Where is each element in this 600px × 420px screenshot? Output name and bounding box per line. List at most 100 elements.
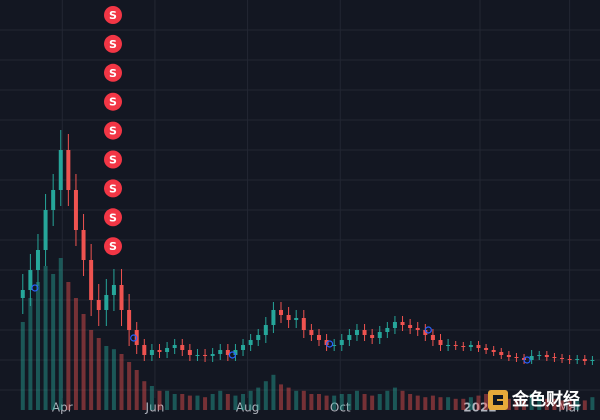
candle-body bbox=[89, 260, 94, 300]
candle-body bbox=[301, 318, 306, 330]
x-tick-label: Oct bbox=[330, 401, 351, 415]
volume-bar bbox=[415, 395, 420, 410]
volume-bar bbox=[96, 338, 101, 410]
candle-body bbox=[514, 357, 519, 358]
volume-bar bbox=[484, 394, 489, 410]
volume-bar bbox=[58, 258, 63, 410]
signal-label: S bbox=[109, 9, 117, 22]
volume-bar bbox=[522, 400, 527, 410]
candle-body bbox=[529, 356, 534, 360]
volume-bar bbox=[187, 395, 192, 410]
candle-body bbox=[370, 335, 375, 338]
volume-bar bbox=[142, 381, 147, 410]
candle-body bbox=[567, 359, 572, 360]
marker bbox=[228, 351, 237, 359]
marker bbox=[523, 356, 531, 364]
volume-bar bbox=[324, 395, 329, 410]
signal-badge bbox=[104, 6, 122, 24]
candle-body bbox=[544, 355, 549, 357]
volume-bar bbox=[347, 394, 352, 410]
x-tick-label: Mar bbox=[558, 401, 581, 415]
volume-bar bbox=[590, 397, 595, 410]
candle-body bbox=[461, 346, 466, 347]
candle-body bbox=[362, 330, 367, 335]
candle-body bbox=[81, 230, 86, 260]
volume-bar bbox=[316, 394, 321, 410]
candle-body bbox=[286, 315, 291, 320]
candle-body bbox=[96, 300, 101, 310]
volume-bar bbox=[35, 282, 40, 410]
candle-body bbox=[575, 359, 580, 360]
volume-bar bbox=[51, 274, 56, 410]
signal-label: S bbox=[109, 211, 117, 224]
volume-bar bbox=[134, 370, 139, 410]
volume-bar bbox=[241, 394, 246, 410]
candle-body bbox=[438, 340, 443, 345]
candle-body bbox=[210, 354, 215, 356]
candle-body bbox=[468, 345, 473, 347]
volume-bar bbox=[180, 394, 185, 410]
volume-bar bbox=[354, 390, 359, 410]
candle-body bbox=[203, 355, 208, 356]
candle-body bbox=[377, 332, 382, 338]
signal-label: S bbox=[109, 96, 117, 109]
candle-body bbox=[263, 325, 268, 335]
candle-body bbox=[111, 285, 116, 295]
volume-bar bbox=[476, 395, 481, 410]
signal-label: S bbox=[109, 67, 117, 80]
signal-label: S bbox=[109, 38, 117, 51]
volume-bar bbox=[552, 398, 557, 410]
watermark-logo-mark bbox=[493, 395, 503, 405]
volume-bar bbox=[43, 266, 48, 410]
candle-body bbox=[248, 340, 253, 345]
candle-body bbox=[180, 345, 185, 350]
signal-label: S bbox=[109, 240, 117, 253]
candle-body bbox=[66, 150, 71, 190]
candle-body bbox=[484, 348, 489, 350]
marker bbox=[424, 326, 432, 334]
candle-body bbox=[157, 350, 162, 352]
volume-bar bbox=[575, 398, 580, 410]
candle-body bbox=[58, 150, 63, 190]
candle-body bbox=[127, 310, 132, 330]
candle-body bbox=[354, 330, 359, 335]
volume-bar bbox=[127, 362, 132, 410]
volume-bar bbox=[66, 282, 71, 410]
candle-body bbox=[119, 285, 124, 310]
candle-body bbox=[241, 345, 246, 350]
volume-bar bbox=[423, 397, 428, 410]
volume-bar bbox=[157, 390, 162, 410]
volume-bar bbox=[438, 397, 443, 410]
candle-body bbox=[385, 328, 390, 332]
candle-body bbox=[104, 295, 109, 310]
volume-bar bbox=[195, 395, 200, 410]
signal-badge bbox=[104, 34, 122, 53]
candle-body bbox=[392, 322, 397, 328]
x-tick-label: Apr bbox=[52, 401, 73, 415]
candle-body bbox=[256, 335, 261, 340]
volume-bar bbox=[468, 397, 473, 410]
volume-bar bbox=[362, 394, 367, 410]
signal-badge bbox=[104, 63, 122, 82]
candle-body bbox=[476, 345, 481, 348]
volume-bar bbox=[119, 354, 124, 410]
candle-body bbox=[430, 335, 435, 340]
watermark-text: 金色财经 bbox=[511, 389, 580, 410]
candle-body bbox=[172, 345, 177, 348]
candle-body bbox=[142, 345, 147, 355]
signal-label: S bbox=[109, 125, 117, 138]
volume-bar bbox=[392, 387, 397, 410]
volume-bar bbox=[560, 400, 565, 410]
candle-body bbox=[537, 355, 542, 356]
candle-body bbox=[316, 335, 321, 340]
candle-body bbox=[499, 352, 504, 355]
volume-bar bbox=[263, 381, 268, 410]
candle-body bbox=[332, 345, 337, 346]
candle-body bbox=[415, 328, 420, 330]
marker bbox=[31, 284, 39, 292]
volume-bar bbox=[301, 390, 306, 410]
candle-body bbox=[187, 350, 192, 355]
volume-bar bbox=[400, 390, 405, 410]
